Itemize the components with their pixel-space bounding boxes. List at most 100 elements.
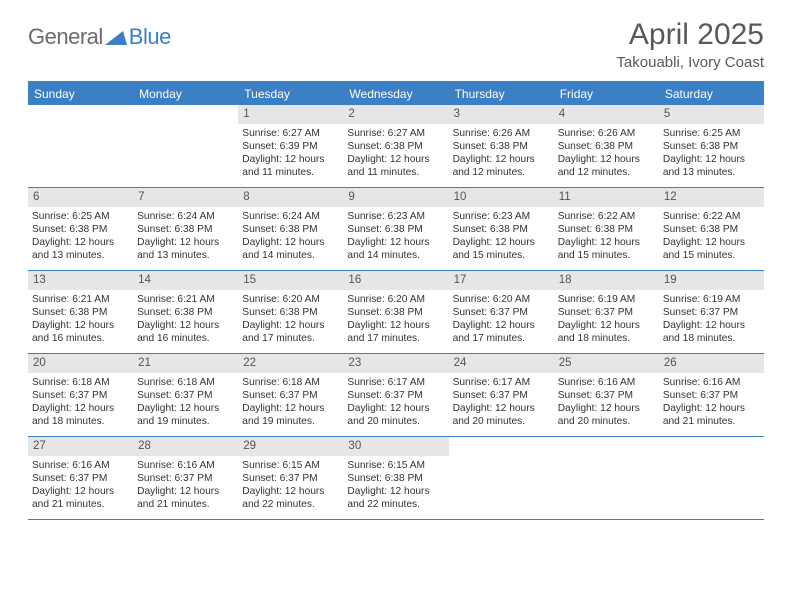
sunrise-text: Sunrise: 6:20 AM [453,293,550,306]
sunset-text: Sunset: 6:37 PM [558,306,655,319]
calendar-cell: 30 Sunrise: 6:15 AMSunset: 6:38 PMDayligh… [343,437,448,519]
daylight-text: Daylight: 12 hours and 16 minutes. [137,319,234,345]
calendar-cell: 26 Sunrise: 6:16 AMSunset: 6:37 PMDayligh… [659,354,764,436]
dayhead-mon: Monday [133,83,238,105]
day-number: 9 [343,188,448,207]
sunrise-text: Sunrise: 6:22 AM [558,210,655,223]
daylight-text: Daylight: 12 hours and 22 minutes. [242,485,339,511]
sunrise-text: Sunrise: 6:18 AM [137,376,234,389]
day-info: Sunrise: 6:15 AMSunset: 6:38 PMDaylight:… [347,459,444,511]
daylight-text: Daylight: 12 hours and 13 minutes. [663,153,760,179]
calendar-week: 13Sunrise: 6:21 AMSunset: 6:38 PMDayligh… [28,271,764,354]
page-subtitle: Takouabli, Ivory Coast [616,54,764,71]
calendar-cell: 10 Sunrise: 6:23 AMSunset: 6:38 PMDayligh… [449,188,554,270]
daylight-text: Daylight: 12 hours and 21 minutes. [663,402,760,428]
day-info: Sunrise: 6:23 AMSunset: 6:38 PMDaylight:… [453,210,550,262]
daylight-text: Daylight: 12 hours and 20 minutes. [347,402,444,428]
calendar-cell: 12Sunrise: 6:22 AMSunset: 6:38 PMDayligh… [659,188,764,270]
day-number: 3 [449,105,554,124]
sunrise-text: Sunrise: 6:15 AM [347,459,444,472]
day-info: Sunrise: 6:17 AMSunset: 6:37 PMDaylight:… [347,376,444,428]
day-number: 30 [343,437,448,456]
day-number: 25 [554,354,659,373]
sunset-text: Sunset: 6:37 PM [663,306,760,319]
day-info: Sunrise: 6:21 AMSunset: 6:38 PMDaylight:… [32,293,129,345]
daylight-text: Daylight: 12 hours and 18 minutes. [663,319,760,345]
day-number: 20 [28,354,133,373]
sunrise-text: Sunrise: 6:26 AM [558,127,655,140]
day-info: Sunrise: 6:16 AMSunset: 6:37 PMDaylight:… [32,459,129,511]
daylight-text: Daylight: 12 hours and 22 minutes. [347,485,444,511]
daylight-text: Daylight: 12 hours and 15 minutes. [453,236,550,262]
sunrise-text: Sunrise: 6:27 AM [242,127,339,140]
day-info: Sunrise: 6:18 AMSunset: 6:37 PMDaylight:… [242,376,339,428]
brand-name-1: General [28,24,103,50]
day-info: Sunrise: 6:16 AMSunset: 6:37 PMDaylight:… [137,459,234,511]
sunset-text: Sunset: 6:38 PM [347,472,444,485]
calendar-week: 6Sunrise: 6:25 AMSunset: 6:38 PMDaylight… [28,188,764,271]
page-header: General Blue April 2025 Takouabli, Ivory… [28,18,764,71]
sunset-text: Sunset: 6:38 PM [242,223,339,236]
day-info: Sunrise: 6:26 AMSunset: 6:38 PMDaylight:… [453,127,550,179]
sunset-text: Sunset: 6:37 PM [242,472,339,485]
sunrise-text: Sunrise: 6:18 AM [32,376,129,389]
sunrise-text: Sunrise: 6:16 AM [137,459,234,472]
calendar-cell: 23Sunrise: 6:17 AMSunset: 6:37 PMDayligh… [343,354,448,436]
sunset-text: Sunset: 6:38 PM [32,223,129,236]
calendar-cell: 1Sunrise: 6:27 AMSunset: 6:39 PMDaylight… [238,105,343,187]
day-info: Sunrise: 6:17 AMSunset: 6:37 PMDaylight:… [453,376,550,428]
daylight-text: Daylight: 12 hours and 17 minutes. [242,319,339,345]
calendar-cell: 5 Sunrise: 6:25 AMSunset: 6:38 PMDaylight… [659,105,764,187]
day-number: 10 [449,188,554,207]
sunrise-text: Sunrise: 6:15 AM [242,459,339,472]
sunrise-text: Sunrise: 6:19 AM [663,293,760,306]
calendar: Sunday Monday Tuesday Wednesday Thursday… [28,81,764,520]
day-number: 8 [238,188,343,207]
day-number: 11 [554,188,659,207]
day-number: 4 [554,105,659,124]
daylight-text: Daylight: 12 hours and 19 minutes. [242,402,339,428]
sunset-text: Sunset: 6:38 PM [242,306,339,319]
calendar-weeks: 1Sunrise: 6:27 AMSunset: 6:39 PMDaylight… [28,105,764,520]
day-number: 5 [659,105,764,124]
day-info: Sunrise: 6:16 AMSunset: 6:37 PMDaylight:… [558,376,655,428]
daylight-text: Daylight: 12 hours and 13 minutes. [137,236,234,262]
day-number: 18 [554,271,659,290]
calendar-cell: 20Sunrise: 6:18 AMSunset: 6:37 PMDayligh… [28,354,133,436]
sunset-text: Sunset: 6:37 PM [347,389,444,402]
day-number: 24 [449,354,554,373]
day-info: Sunrise: 6:24 AMSunset: 6:38 PMDaylight:… [137,210,234,262]
day-number: 19 [659,271,764,290]
daylight-text: Daylight: 12 hours and 13 minutes. [32,236,129,262]
day-number: 26 [659,354,764,373]
calendar-cell: 24 Sunrise: 6:17 AMSunset: 6:37 PMDayligh… [449,354,554,436]
calendar-cell: 9Sunrise: 6:23 AMSunset: 6:38 PMDaylight… [343,188,448,270]
day-number: 2 [343,105,448,124]
day-info: Sunrise: 6:19 AMSunset: 6:37 PMDaylight:… [558,293,655,345]
calendar-cell: 25 Sunrise: 6:16 AMSunset: 6:37 PMDayligh… [554,354,659,436]
calendar-week: 1Sunrise: 6:27 AMSunset: 6:39 PMDaylight… [28,105,764,188]
day-info: Sunrise: 6:22 AMSunset: 6:38 PMDaylight:… [663,210,760,262]
day-info: Sunrise: 6:22 AMSunset: 6:38 PMDaylight:… [558,210,655,262]
sunset-text: Sunset: 6:37 PM [32,472,129,485]
calendar-cell: 27 Sunrise: 6:16 AMSunset: 6:37 PMDayligh… [28,437,133,519]
calendar-day-header: Sunday Monday Tuesday Wednesday Thursday… [28,83,764,105]
sunset-text: Sunset: 6:37 PM [137,472,234,485]
day-number: 28 [133,437,238,456]
calendar-cell: 17Sunrise: 6:20 AMSunset: 6:37 PMDayligh… [449,271,554,353]
brand-name-2: Blue [129,24,171,50]
sunrise-text: Sunrise: 6:17 AM [453,376,550,389]
dayhead-thu: Thursday [449,83,554,105]
sunrise-text: Sunrise: 6:17 AM [347,376,444,389]
day-number: 27 [28,437,133,456]
calendar-cell: 8 Sunrise: 6:24 AMSunset: 6:38 PMDaylight… [238,188,343,270]
day-info: Sunrise: 6:27 AMSunset: 6:39 PMDaylight:… [242,127,339,179]
day-info: Sunrise: 6:16 AMSunset: 6:37 PMDaylight:… [663,376,760,428]
sunset-text: Sunset: 6:38 PM [663,140,760,153]
sunrise-text: Sunrise: 6:25 AM [663,127,760,140]
day-info: Sunrise: 6:20 AMSunset: 6:38 PMDaylight:… [347,293,444,345]
calendar-cell: 28 Sunrise: 6:16 AMSunset: 6:37 PMDayligh… [133,437,238,519]
calendar-week: 27Sunrise: 6:16 AMSunset: 6:37 PMDayligh… [28,437,764,520]
daylight-text: Daylight: 12 hours and 20 minutes. [558,402,655,428]
day-info: Sunrise: 6:24 AMSunset: 6:38 PMDaylight:… [242,210,339,262]
